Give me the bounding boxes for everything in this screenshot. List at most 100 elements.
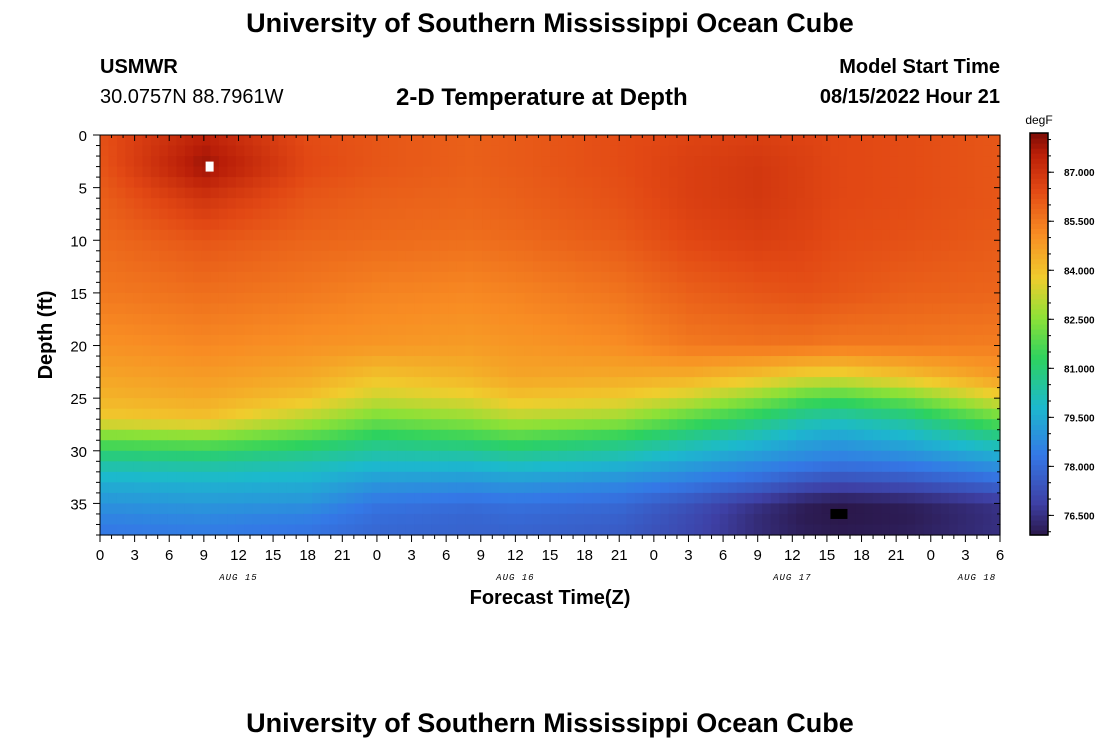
heatmap-cell xyxy=(541,271,551,283)
heatmap-cell xyxy=(626,135,636,147)
heatmap-cell xyxy=(660,366,670,378)
heatmap-cell xyxy=(949,366,959,378)
heatmap-cell xyxy=(490,503,500,515)
heatmap-cell xyxy=(100,292,110,305)
heatmap-cell xyxy=(821,492,831,505)
heatmap-cell xyxy=(736,177,746,189)
x-tick-label: 15 xyxy=(819,547,836,564)
heatmap-cell xyxy=(550,398,560,410)
heatmap-cell xyxy=(855,324,865,336)
heatmap-cell xyxy=(558,324,568,336)
heatmap-cell xyxy=(176,177,186,189)
heatmap-cell xyxy=(702,208,712,220)
heatmap-cell xyxy=(176,440,186,452)
heatmap-cell xyxy=(295,524,305,536)
heatmap-cell xyxy=(779,356,789,368)
heatmap-cell xyxy=(439,398,449,410)
heatmap-cell xyxy=(838,440,848,452)
heatmap-cell xyxy=(490,187,500,199)
heatmap-cell xyxy=(583,324,594,336)
heatmap-cell xyxy=(448,398,458,410)
heatmap-cell xyxy=(422,503,432,515)
heatmap-cell xyxy=(719,335,729,347)
heatmap-cell xyxy=(295,177,305,189)
heatmap-cell xyxy=(550,219,560,231)
colorbar-swatch xyxy=(1030,258,1048,265)
heatmap-cell xyxy=(711,461,721,473)
heatmap-cell xyxy=(125,324,135,336)
heatmap-cell xyxy=(668,156,678,168)
heatmap-cell xyxy=(991,387,1001,399)
x-tick-label: 3 xyxy=(684,547,692,564)
heatmap-cell xyxy=(422,324,432,336)
heatmap-cell xyxy=(847,513,857,526)
heatmap-cell xyxy=(227,229,237,241)
heatmap-cell xyxy=(915,398,925,410)
x-tick-label: 21 xyxy=(888,547,905,564)
heatmap-cell xyxy=(600,219,611,231)
heatmap-cell xyxy=(533,250,543,262)
heatmap-cell xyxy=(864,377,874,389)
heatmap-cell xyxy=(821,419,831,431)
heatmap-cell xyxy=(337,524,347,536)
heatmap-cell xyxy=(804,198,814,210)
heatmap-cell xyxy=(974,208,984,220)
heatmap-cell xyxy=(507,335,517,347)
heatmap-cell xyxy=(184,177,194,189)
heatmap-cell xyxy=(346,492,356,505)
heatmap-cell xyxy=(388,324,398,336)
heatmap-cell xyxy=(762,335,772,347)
heatmap-cell xyxy=(303,387,313,399)
heatmap-cell xyxy=(388,303,398,315)
heatmap-cell xyxy=(405,166,415,178)
heatmap-cell xyxy=(872,271,882,283)
heatmap-cell xyxy=(949,292,959,305)
heatmap-cell xyxy=(227,303,237,315)
heatmap-cell xyxy=(983,261,993,273)
heatmap-cell xyxy=(490,429,500,441)
heatmap-cell xyxy=(533,377,543,389)
heatmap-cell xyxy=(915,513,925,526)
heatmap-cell xyxy=(592,177,602,189)
heatmap-cell xyxy=(643,208,653,220)
heatmap-cell xyxy=(414,292,424,305)
heatmap-cell xyxy=(966,250,976,262)
heatmap-cell xyxy=(600,513,611,526)
heatmap-cell xyxy=(685,419,695,431)
heatmap-cell xyxy=(770,313,780,326)
heatmap-cell xyxy=(482,313,492,326)
heatmap-cell xyxy=(838,135,848,147)
heatmap-cell xyxy=(150,261,161,273)
heatmap-cell xyxy=(566,492,577,505)
heatmap-cell xyxy=(210,250,220,262)
colorbar-swatch xyxy=(1030,484,1048,491)
heatmap-cell xyxy=(736,324,746,336)
heatmap-cell xyxy=(516,429,526,441)
heatmap-cell xyxy=(592,229,602,241)
heatmap-cell xyxy=(184,198,194,210)
heatmap-cell xyxy=(286,250,296,262)
heatmap-cell xyxy=(762,398,772,410)
heatmap-cell xyxy=(167,513,178,526)
heatmap-cell xyxy=(439,345,449,357)
heatmap-cell xyxy=(354,261,364,273)
colorbar-swatch xyxy=(1030,248,1048,255)
heatmap-cell xyxy=(473,513,483,526)
heatmap-cell xyxy=(380,261,390,273)
heatmap-cell xyxy=(702,187,712,199)
heatmap-cell xyxy=(949,219,959,231)
heatmap-cell xyxy=(915,177,925,189)
heatmap-cell xyxy=(583,492,594,505)
heatmap-cell xyxy=(439,366,449,378)
heatmap-cell xyxy=(218,198,228,210)
heatmap-cell xyxy=(261,250,271,262)
heatmap-cell xyxy=(677,156,687,168)
heatmap-cell xyxy=(473,219,483,231)
heatmap-cell xyxy=(524,177,534,189)
heatmap-cell xyxy=(889,313,899,326)
heatmap-cell xyxy=(949,429,959,441)
heatmap-cell xyxy=(303,240,313,252)
heatmap-cell xyxy=(286,398,296,410)
heatmap-cell xyxy=(380,387,390,399)
heatmap-cell xyxy=(499,450,509,462)
